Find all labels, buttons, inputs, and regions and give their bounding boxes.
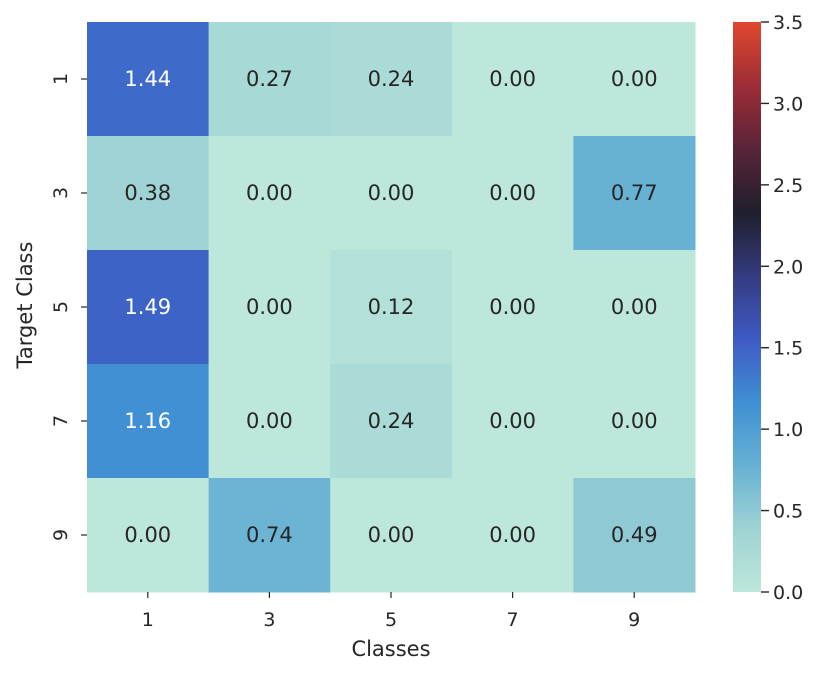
heatmap-cell (87, 136, 210, 251)
y-axis-ticks: 1 3 5 7 9 (50, 73, 87, 541)
heatmap-cell (573, 478, 696, 593)
heatmap-cell (330, 478, 453, 593)
heatmap-cell (208, 250, 331, 365)
colorbar-ticks: 0.0 0.5 1.0 1.5 2.0 2.5 3.0 3.5 (761, 12, 803, 604)
cell-value-label: 0.00 (246, 181, 293, 205)
heatmap-cell (208, 22, 331, 137)
y-axis-label: Target Class (13, 242, 37, 370)
heatmap-cell (451, 364, 574, 479)
y-tick-label: 9 (50, 529, 72, 541)
heatmap-cell (451, 136, 574, 251)
heatmap-cell (330, 250, 453, 365)
heatmap-cell (573, 22, 696, 137)
cell-value-label: 0.12 (368, 295, 415, 319)
cell-value-label: 0.74 (246, 523, 293, 547)
y-tick-label: 1 (50, 73, 72, 85)
cell-value-label: 0.00 (246, 295, 293, 319)
heatmap-cells (87, 22, 696, 593)
colorbar-tick-label: 1.0 (773, 419, 803, 441)
heatmap-cell (330, 22, 453, 137)
colorbar-tick-label: 3.5 (773, 12, 803, 34)
cell-value-label: 0.00 (368, 181, 415, 205)
colorbar-tick-label: 2.5 (773, 175, 803, 197)
colorbar-tick-label: 2.0 (773, 256, 803, 278)
heatmap-cell (87, 22, 210, 137)
cell-value-label: 0.00 (611, 67, 658, 91)
cell-value-label: 1.16 (124, 409, 171, 433)
cell-value-label: 0.00 (611, 409, 658, 433)
cell-value-label: 0.77 (611, 181, 658, 205)
y-tick-label: 3 (50, 187, 72, 199)
heatmap-cell (87, 364, 210, 479)
x-tick-label: 7 (507, 609, 519, 631)
x-tick-label: 1 (142, 609, 154, 631)
cell-value-label: 0.00 (124, 523, 171, 547)
heatmap-cell (330, 136, 453, 251)
cell-value-label: 0.00 (611, 295, 658, 319)
heatmap-cell (330, 364, 453, 479)
x-tick-label: 9 (628, 609, 640, 631)
cell-value-label: 0.00 (368, 523, 415, 547)
cell-value-label: 0.00 (489, 295, 536, 319)
colorbar-tick-label: 1.5 (773, 338, 803, 360)
heatmap-cell (87, 478, 210, 593)
cell-value-label: 0.27 (246, 67, 293, 91)
x-axis-label: Classes (351, 637, 430, 661)
x-tick-label: 3 (263, 609, 275, 631)
cell-value-label: 0.49 (611, 523, 658, 547)
heatmap-cell (208, 136, 331, 251)
cell-value-label: 1.49 (124, 295, 171, 319)
heatmap-cell-labels: 1.44 0.27 0.24 0.00 0.00 0.38 0.00 0.00 0.00 0.77… (124, 67, 657, 547)
cell-value-label: 0.38 (124, 181, 171, 205)
cell-value-label: 0.00 (489, 181, 536, 205)
cell-value-label: 0.24 (368, 67, 415, 91)
heatmap-cell (87, 250, 210, 365)
heatmap-cell (208, 478, 331, 593)
x-tick-label: 5 (385, 609, 397, 631)
heatmap-cell (451, 250, 574, 365)
heatmap-cell (573, 136, 696, 251)
cell-value-label: 0.00 (246, 409, 293, 433)
cell-value-label: 0.00 (489, 67, 536, 91)
heatmap-cell (573, 364, 696, 479)
colorbar-tick-label: 0.5 (773, 501, 803, 523)
y-tick-label: 5 (50, 301, 72, 313)
cell-value-label: 0.00 (489, 409, 536, 433)
cell-value-label: 0.00 (489, 523, 536, 547)
heatmap-cell (208, 364, 331, 479)
x-axis-ticks: 1 3 5 7 9 (142, 592, 640, 631)
heatmap-cell (451, 478, 574, 593)
colorbar (733, 22, 761, 592)
cell-value-label: 1.44 (124, 67, 171, 91)
heatmap-cell (451, 22, 574, 137)
colorbar-tick-label: 3.0 (773, 93, 803, 115)
colorbar-tick-label: 0.0 (773, 582, 803, 604)
cell-value-label: 0.24 (368, 409, 415, 433)
heatmap-cell (573, 250, 696, 365)
y-tick-label: 7 (50, 415, 72, 427)
